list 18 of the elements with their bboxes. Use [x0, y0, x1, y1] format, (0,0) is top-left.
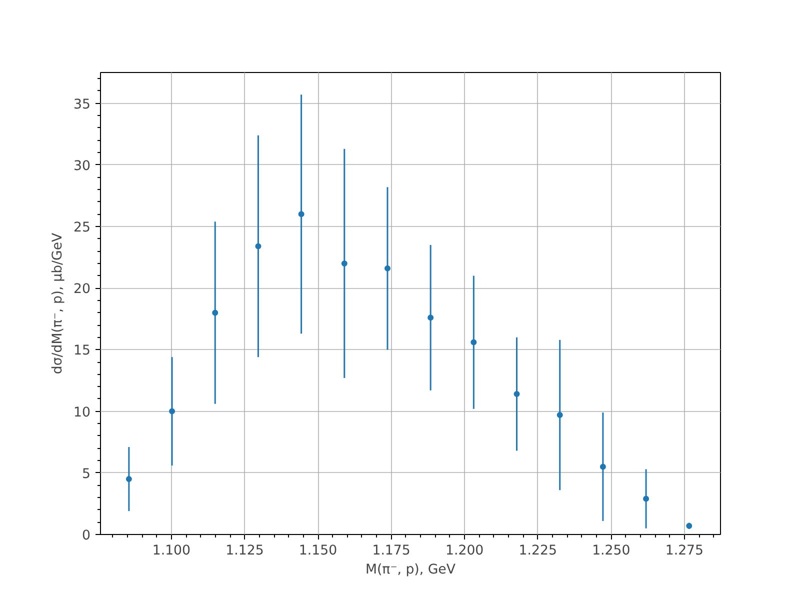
x-axis-title: M(π⁻, p), GeV [365, 562, 456, 578]
y-tick-label: 35 [74, 97, 91, 112]
x-tick-label: 1.225 [518, 544, 557, 558]
x-tick-label: 1.150 [298, 544, 338, 558]
x-tick-label: 1.250 [592, 544, 630, 558]
y-tick-label: 25 [74, 220, 91, 236]
x-tick-label: 1.175 [372, 544, 410, 558]
y-tick-label: 10 [74, 405, 91, 420]
y-tick-label: 15 [74, 344, 91, 359]
y-tick-label: 5 [82, 466, 91, 482]
x-tick-label: 1.125 [226, 544, 264, 558]
x-tick-label: 1.200 [446, 544, 484, 558]
y-axis-title: dσ/dM(π⁻, p), μb/GeV [50, 232, 66, 374]
y-tick-label: 30 [74, 158, 91, 174]
y-tick-label: 20 [74, 282, 91, 298]
x-tick-label: 1.100 [152, 544, 191, 558]
y-tick-label: 0 [82, 528, 91, 544]
x-tick-label: 1.275 [665, 544, 704, 558]
